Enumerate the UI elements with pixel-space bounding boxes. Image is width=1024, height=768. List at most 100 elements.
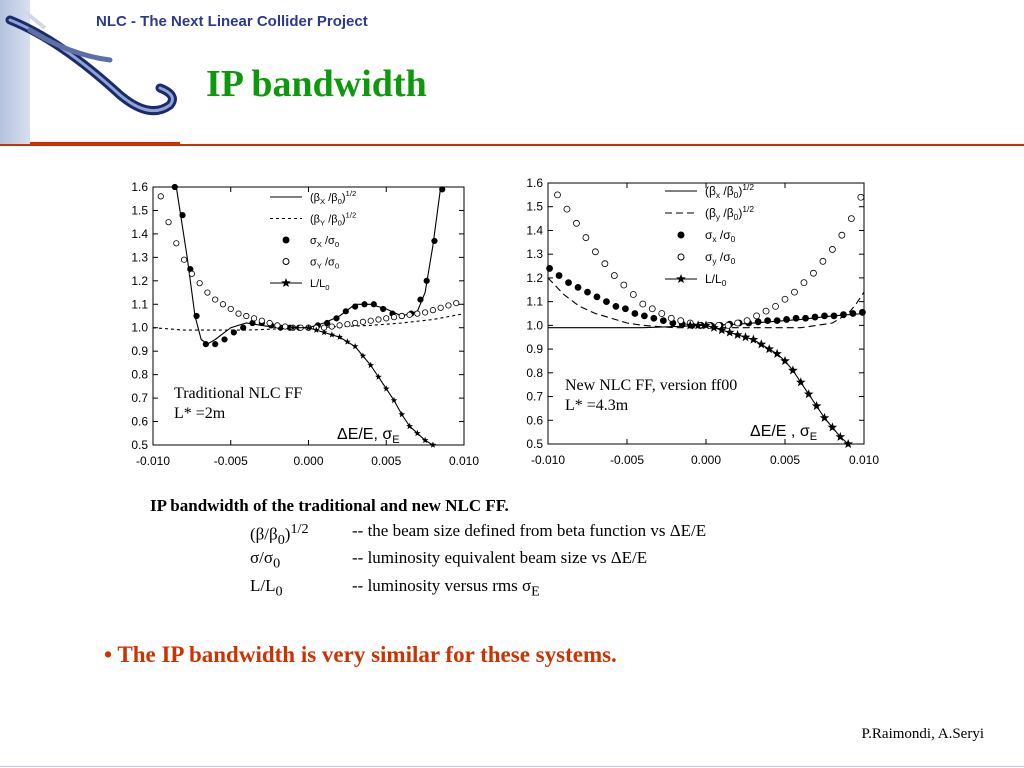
- legend-beta-y-label: (βY /β0)1/2: [310, 211, 356, 228]
- y-tick-label: 1.6: [526, 176, 543, 190]
- series-sigma-y-point: [847, 215, 855, 222]
- series-luminosity-point: [390, 396, 398, 404]
- series-sigma-x-point: [370, 301, 377, 308]
- series-luminosity-point: [803, 389, 814, 399]
- series-luminosity-point: [382, 385, 390, 392]
- series-sigma-y-point: [219, 301, 227, 308]
- legend-beta-x-label: (βx /β0)1/2: [705, 182, 754, 200]
- series-sigma-x-point: [361, 301, 368, 308]
- series-sigma-y-point: [398, 312, 405, 320]
- series-sigma-x-point: [650, 314, 658, 322]
- series-sigma-x-point: [439, 186, 446, 193]
- series-luminosity-point: [811, 401, 822, 411]
- series-sigma-x-point: [171, 183, 178, 191]
- series-sigma-y-point: [250, 315, 258, 322]
- series-luminosity-point: [796, 377, 806, 387]
- legend-luminosity-label: L/L0: [310, 278, 330, 292]
- caption-symbol-sigma: σ/σ0: [250, 548, 281, 572]
- y-tick-label: 0.7: [526, 390, 543, 404]
- chart-xlabel: ΔE/E, σE: [337, 426, 400, 446]
- series-sigma-y-point: [258, 317, 265, 324]
- series-luminosity-point: [724, 327, 735, 337]
- series-sigma-x-point: [565, 279, 572, 287]
- series-sigma-y-point: [810, 269, 817, 277]
- y-tick-label: 0.6: [526, 413, 543, 427]
- series-sigma-y-point: [573, 219, 580, 227]
- series-sigma-x-point: [840, 311, 847, 319]
- y-tick-label: 1.3: [131, 250, 148, 264]
- series-sigma-x-point: [342, 308, 349, 315]
- legend-beta-y-label: (βy /β0)1/2: [705, 204, 754, 222]
- series-sigma-y-point: [762, 307, 770, 315]
- y-tick-label: 1.2: [131, 274, 148, 288]
- series-sigma-x-point: [764, 317, 772, 325]
- series-sigma-x-point: [821, 312, 828, 320]
- legend-sigma-y-marker: [282, 258, 290, 265]
- series-sigma-x-point: [754, 318, 762, 326]
- series-sigma-y-point: [375, 316, 382, 323]
- series-sigma-y-point: [157, 193, 164, 200]
- chart-annotation: Traditional NLC FF: [174, 385, 302, 402]
- series-sigma-y-point: [336, 322, 343, 329]
- series-luminosity-point: [772, 348, 782, 358]
- series-sigma-y-point: [328, 323, 335, 330]
- series-sigma-y-point: [743, 317, 751, 325]
- x-tick-label: -0.010: [136, 454, 170, 468]
- series-sigma-y-point: [235, 310, 242, 317]
- y-tick-label: 1.6: [131, 180, 148, 194]
- series-sigma-y-point: [629, 291, 637, 298]
- series-sigma-x-point: [659, 317, 667, 325]
- series-luminosity-point: [359, 352, 367, 359]
- y-tick-label: 1.4: [131, 227, 148, 241]
- legend-luminosity-marker: [281, 278, 291, 287]
- y-tick-label: 1.0: [131, 321, 148, 335]
- legend-sigma-y-marker: [677, 253, 685, 261]
- series-luminosity-point: [748, 334, 759, 344]
- caption-title: IP bandwidth of the traditional and new …: [150, 496, 509, 515]
- series-sigma-y-point: [406, 311, 413, 318]
- series-sigma-y-point: [592, 248, 599, 256]
- series-luminosity-point: [756, 339, 767, 349]
- series-luminosity-point: [819, 412, 830, 422]
- series-sigma-y-point: [196, 280, 203, 287]
- series-sigma-x-point: [240, 324, 247, 331]
- series-sigma-y-point: [791, 288, 798, 296]
- x-tick-label: 0.010: [849, 453, 879, 467]
- series-sigma-y-point: [677, 317, 685, 325]
- series-luminosity-point: [336, 333, 343, 340]
- series-sigma-x-point: [612, 302, 620, 310]
- slide-title: IP bandwidth: [206, 63, 427, 105]
- y-tick-label: 1.4: [526, 223, 543, 237]
- series-sigma-x-point: [230, 329, 237, 336]
- legend-sigma-x-marker: [677, 231, 685, 239]
- x-tick-label: 0.005: [371, 454, 401, 468]
- y-tick-label: 1.5: [526, 200, 543, 214]
- series-sigma-y-point: [563, 205, 571, 213]
- x-tick-label: 0.010: [449, 454, 479, 468]
- series-luminosity-point: [406, 422, 413, 430]
- series-sigma-y-point: [610, 272, 618, 279]
- series-sigma-y-point: [829, 246, 836, 253]
- series-sigma-y-point: [429, 307, 436, 314]
- series-sigma-x-point: [193, 312, 200, 320]
- series-sigma-x-point: [333, 315, 340, 322]
- series-sigma-y-point: [274, 322, 281, 329]
- caption-text-lumi: -- luminosity versus rms σE: [352, 576, 540, 600]
- nlc-logo: [5, 6, 177, 116]
- series-luminosity-point: [398, 411, 406, 418]
- series-sigma-x-point: [773, 317, 781, 325]
- authors: P.Raimondi, A.Seryi: [861, 726, 984, 742]
- chart-annotation: L* =4.3m: [565, 397, 629, 414]
- series-sigma-y-point: [838, 231, 846, 239]
- series-sigma-y-point: [390, 314, 398, 321]
- series-sigma-x-point: [783, 316, 790, 323]
- series-luminosity-point: [344, 338, 351, 345]
- legend-sigma-x-marker: [282, 236, 290, 244]
- series-sigma-x-point: [417, 296, 424, 303]
- series-sigma-x-point: [423, 277, 430, 284]
- y-tick-label: 0.9: [131, 344, 148, 358]
- chart-annotation: New NLC FF, version ff00: [565, 377, 737, 394]
- header-rule-short: [30, 142, 180, 144]
- series-sigma-x-point: [640, 312, 648, 320]
- series-luminosity-point: [693, 320, 703, 330]
